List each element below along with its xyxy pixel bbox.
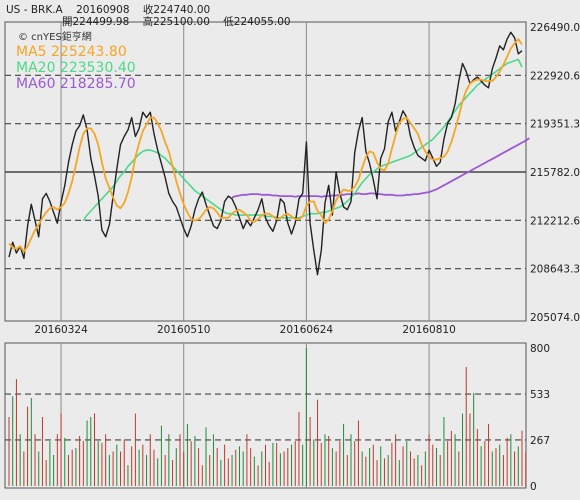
- volume-tick-label: 267: [530, 435, 550, 447]
- header-line-2: 開224499.98 高225100.00 低224055.00: [62, 14, 291, 29]
- y-tick-label: 205074.00: [530, 312, 580, 324]
- legend-ma60: MA60 218285.70: [16, 76, 136, 92]
- y-tick-label: 212212.67: [530, 215, 580, 227]
- y-tick-label: 215782.00: [530, 167, 580, 179]
- open-label: 開224499.98: [62, 16, 130, 28]
- price-line: [8, 31, 523, 276]
- header-line-1: US - BRK.A 20160908 收224740.00: [6, 2, 210, 17]
- volume-tick-label: 800: [530, 343, 550, 355]
- legend-ma5: MA5 225243.80: [16, 44, 127, 60]
- x-tick-label: 20160810: [402, 324, 455, 336]
- y-tick-label: 219351.33: [530, 119, 580, 131]
- x-tick-label: 20160624: [280, 324, 334, 336]
- high-label: 高225100.00: [142, 16, 210, 28]
- y-tick-label: 208643.33: [530, 264, 580, 276]
- y-tick-label: 226490.00: [530, 22, 580, 34]
- legend-ma20: MA20 223530.40: [16, 60, 136, 76]
- x-tick-label: 20160324: [34, 324, 88, 336]
- symbol-label: US - BRK.A: [6, 4, 63, 16]
- low-label: 低224055.00: [223, 16, 291, 28]
- x-tick-label: 20160510: [157, 324, 210, 336]
- y-tick-label: 222920.67: [530, 70, 580, 82]
- ma5-line: [8, 38, 523, 253]
- date-label: 20160908: [76, 4, 130, 16]
- close-label: 收224740.00: [142, 4, 211, 16]
- volume-tick-label: 533: [530, 389, 550, 401]
- ma60-line: [231, 137, 530, 199]
- volume-tick-label: 0: [530, 481, 537, 493]
- brand-label: © cnYES鉅亨網: [18, 32, 92, 43]
